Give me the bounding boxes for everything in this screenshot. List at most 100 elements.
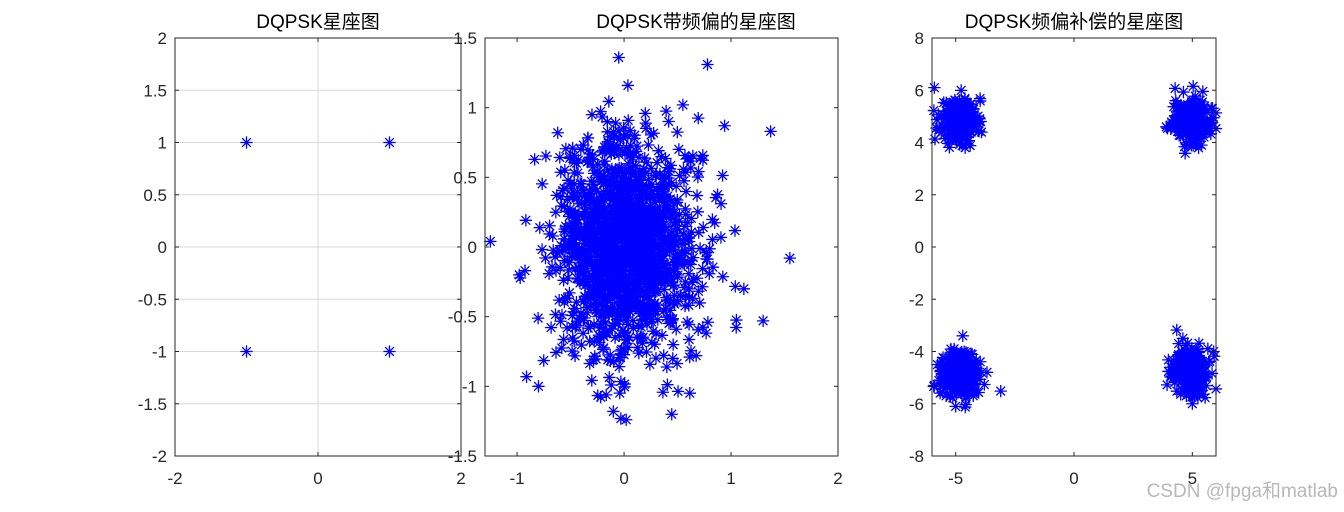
data-point-marker bbox=[956, 329, 969, 342]
data-point-marker bbox=[568, 240, 582, 254]
data-point-marker bbox=[600, 388, 613, 402]
data-point-marker bbox=[661, 239, 674, 253]
data-point-marker bbox=[590, 352, 603, 366]
data-point-marker bbox=[604, 283, 617, 296]
data-point-marker bbox=[1166, 371, 1180, 385]
data-point-marker bbox=[626, 180, 640, 193]
data-point-marker bbox=[633, 307, 646, 320]
data-point-marker bbox=[1185, 377, 1198, 391]
data-point-marker bbox=[652, 260, 665, 274]
data-point-marker bbox=[1177, 348, 1190, 362]
data-point-marker bbox=[539, 149, 553, 163]
data-point-marker bbox=[756, 314, 770, 327]
data-point-marker bbox=[629, 173, 643, 186]
data-point-marker bbox=[718, 119, 731, 132]
plot-title: DQPSK带频偏的星座图 bbox=[596, 11, 796, 33]
data-point-marker bbox=[618, 307, 631, 321]
data-point-marker bbox=[661, 161, 674, 174]
data-point-marker bbox=[590, 197, 604, 210]
data-point-marker bbox=[709, 191, 722, 204]
data-point-marker bbox=[586, 149, 599, 162]
data-point-marker bbox=[661, 189, 675, 203]
data-point-marker bbox=[673, 169, 686, 182]
data-point-marker bbox=[972, 125, 986, 138]
data-point-marker bbox=[708, 216, 721, 229]
data-point-marker bbox=[595, 110, 609, 124]
data-point-marker bbox=[1206, 111, 1220, 124]
data-point-marker bbox=[582, 155, 595, 168]
data-point-marker bbox=[636, 296, 650, 309]
data-point-marker bbox=[604, 255, 617, 269]
data-point-marker bbox=[629, 301, 643, 315]
data-point-marker bbox=[628, 256, 641, 269]
data-point-marker bbox=[660, 360, 674, 374]
data-point-marker bbox=[954, 378, 967, 392]
data-point-marker bbox=[634, 225, 648, 239]
data-point-marker bbox=[1185, 352, 1198, 366]
data-point-marker bbox=[947, 348, 961, 361]
data-point-marker bbox=[554, 190, 568, 203]
data-point-marker bbox=[581, 131, 594, 144]
data-point-marker bbox=[617, 210, 630, 224]
data-point-marker bbox=[640, 345, 653, 359]
data-point-marker bbox=[670, 357, 684, 370]
data-point-marker bbox=[616, 297, 629, 310]
data-point-marker bbox=[652, 219, 666, 233]
data-point-marker bbox=[570, 217, 583, 230]
data-point-marker bbox=[963, 358, 976, 371]
data-point-marker bbox=[583, 335, 596, 348]
data-point-marker bbox=[1171, 117, 1185, 131]
data-point-marker bbox=[617, 301, 631, 315]
data-point-marker bbox=[636, 213, 650, 227]
data-point-marker bbox=[621, 341, 635, 354]
data-point-marker bbox=[576, 227, 589, 240]
data-point-marker bbox=[614, 273, 627, 286]
data-point-marker bbox=[555, 341, 568, 355]
data-point-marker bbox=[1174, 352, 1187, 366]
data-point-marker bbox=[644, 200, 657, 213]
x-tick-label: 1 bbox=[726, 469, 735, 488]
data-point-marker bbox=[607, 125, 620, 138]
data-point-marker bbox=[607, 405, 620, 418]
data-point-marker bbox=[587, 318, 601, 331]
data-point-marker bbox=[645, 162, 658, 175]
data-point-marker bbox=[601, 125, 614, 138]
y-tick-label: -2 bbox=[152, 447, 167, 466]
data-point-marker bbox=[607, 139, 620, 153]
data-point-marker bbox=[617, 198, 630, 211]
data-point-marker bbox=[620, 188, 634, 201]
data-point-marker bbox=[616, 167, 630, 180]
data-point-marker bbox=[632, 319, 645, 332]
data-point-marker bbox=[601, 235, 614, 249]
data-point-marker bbox=[1181, 98, 1194, 111]
data-point-marker bbox=[560, 321, 574, 335]
data-point-marker bbox=[592, 270, 605, 284]
data-point-marker bbox=[951, 97, 964, 110]
data-point-marker bbox=[682, 267, 695, 280]
data-point-marker bbox=[994, 384, 1007, 398]
data-point-marker bbox=[615, 216, 629, 229]
data-point-marker bbox=[603, 145, 617, 158]
data-point-marker bbox=[568, 156, 581, 169]
plot-title: DQPSK频偏补偿的星座图 bbox=[965, 11, 1184, 33]
data-point-marker bbox=[1190, 364, 1204, 377]
data-point-marker bbox=[582, 211, 595, 225]
data-point-marker bbox=[583, 147, 597, 160]
data-point-marker bbox=[971, 110, 985, 123]
data-point-marker bbox=[553, 293, 566, 307]
data-point-marker bbox=[654, 277, 668, 290]
data-point-marker bbox=[533, 221, 546, 234]
data-point-marker bbox=[684, 161, 697, 175]
data-point-marker bbox=[954, 370, 968, 383]
data-point-marker bbox=[651, 211, 665, 225]
data-point-marker bbox=[578, 256, 591, 269]
data-point-marker bbox=[1167, 354, 1180, 367]
data-point-marker bbox=[621, 226, 634, 239]
data-point-marker bbox=[594, 175, 608, 189]
data-point-marker bbox=[645, 312, 658, 326]
data-point-marker bbox=[564, 177, 577, 190]
data-point-marker bbox=[240, 345, 253, 358]
data-point-marker bbox=[665, 209, 678, 222]
data-point-marker bbox=[691, 205, 704, 218]
